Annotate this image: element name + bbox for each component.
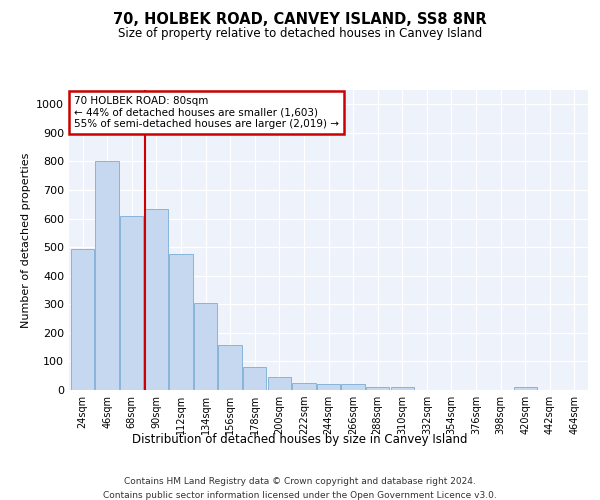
Bar [218, 345, 242, 390]
Text: Contains HM Land Registry data © Crown copyright and database right 2024.: Contains HM Land Registry data © Crown c… [124, 478, 476, 486]
Text: 70 HOLBEK ROAD: 80sqm
← 44% of detached houses are smaller (1,603)
55% of semi-d: 70 HOLBEK ROAD: 80sqm ← 44% of detached … [74, 96, 339, 129]
Text: Size of property relative to detached houses in Canvey Island: Size of property relative to detached ho… [118, 28, 482, 40]
Text: 70, HOLBEK ROAD, CANVEY ISLAND, SS8 8NR: 70, HOLBEK ROAD, CANVEY ISLAND, SS8 8NR [113, 12, 487, 28]
Bar [317, 384, 340, 390]
Bar [292, 382, 316, 390]
Bar [71, 248, 94, 390]
Text: Distribution of detached houses by size in Canvey Island: Distribution of detached houses by size … [132, 432, 468, 446]
Bar [169, 254, 193, 390]
Y-axis label: Number of detached properties: Number of detached properties [20, 152, 31, 328]
Bar [268, 376, 291, 390]
Bar [145, 208, 168, 390]
Bar [341, 384, 365, 390]
Bar [95, 162, 119, 390]
Bar [194, 303, 217, 390]
Bar [366, 386, 389, 390]
Bar [514, 387, 537, 390]
Bar [391, 387, 414, 390]
Bar [243, 367, 266, 390]
Bar [120, 216, 143, 390]
Text: Contains public sector information licensed under the Open Government Licence v3: Contains public sector information licen… [103, 491, 497, 500]
